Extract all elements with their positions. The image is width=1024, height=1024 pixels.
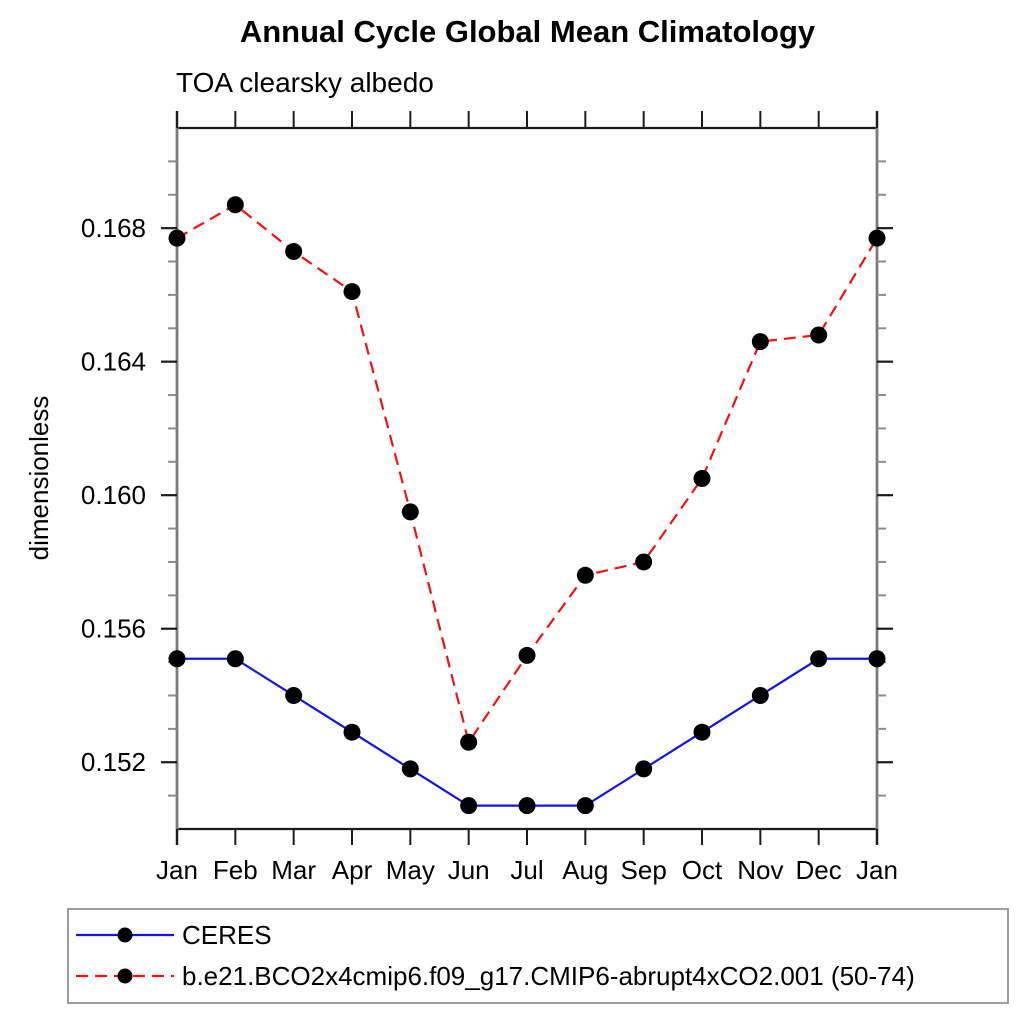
data-point-marker	[751, 333, 769, 351]
chart-title: Annual Cycle Global Mean Climatology	[239, 14, 816, 49]
data-point-marker	[168, 229, 186, 247]
x-tick-label: Sep	[621, 855, 667, 885]
data-point-marker	[868, 229, 886, 247]
data-point-marker	[693, 723, 711, 741]
data-point-marker	[168, 650, 186, 668]
data-point-marker	[868, 650, 886, 668]
data-point-marker	[285, 686, 303, 704]
x-tick-label: Oct	[682, 855, 723, 885]
x-tick-label: Aug	[562, 855, 608, 885]
legend-line-sample-solid-icon	[76, 927, 174, 943]
y-tick-label: 0.164	[81, 347, 146, 377]
x-tick-label: Nov	[737, 855, 783, 885]
chart-subtitle: TOA clearsky albedo	[176, 67, 434, 98]
data-point-marker	[460, 797, 478, 815]
data-point-marker	[635, 553, 653, 571]
legend-label-ceres: CERES	[182, 919, 272, 950]
series-line-ceres	[177, 657, 877, 807]
legend-label-model: b.e21.BCO2x4cmip6.f09_g17.CMIP6-abrupt4x…	[182, 960, 915, 991]
data-point-marker	[810, 326, 828, 344]
y-tick-label: 0.156	[81, 614, 146, 644]
x-tick-label: Jan	[856, 855, 898, 885]
x-tick-label: Jan	[156, 855, 198, 885]
data-point-marker	[226, 196, 244, 214]
data-point-marker	[401, 503, 419, 521]
y-tick-label: 0.152	[81, 747, 146, 777]
data-point-marker	[576, 566, 594, 584]
legend: CERES b.e21.BCO2x4cmip6.f09_g17.CMIP6-ab…	[67, 908, 1009, 1004]
x-tick-label: Jun	[448, 855, 490, 885]
x-tick-label: May	[386, 855, 435, 885]
x-tick-label: Mar	[271, 855, 316, 885]
legend-marker-dot-icon	[117, 927, 133, 943]
data-point-marker	[810, 650, 828, 668]
data-point-marker	[693, 470, 711, 487]
x-tick-label: Jul	[510, 855, 543, 885]
data-point-marker	[401, 760, 419, 778]
data-point-marker	[751, 686, 769, 704]
x-tick-label: Apr	[332, 855, 373, 885]
data-point-marker	[226, 650, 244, 668]
legend-line-sample-dashed-icon	[76, 968, 174, 984]
data-point-marker	[518, 646, 536, 664]
y-axis-title: dimensionless	[24, 396, 54, 561]
data-point-marker	[343, 723, 361, 741]
data-point-marker	[285, 243, 303, 261]
legend-marker-dot-icon	[117, 968, 133, 984]
data-point-marker	[635, 760, 653, 778]
y-tick-label: 0.168	[81, 213, 146, 243]
data-point-marker	[576, 797, 594, 815]
data-point-marker	[518, 797, 536, 815]
y-tick-label: 0.160	[81, 480, 146, 510]
legend-item-model: b.e21.BCO2x4cmip6.f09_g17.CMIP6-abrupt4x…	[72, 959, 915, 993]
data-point-marker	[343, 283, 361, 301]
x-tick-label: Feb	[213, 855, 258, 885]
x-tick-label: Dec	[796, 855, 842, 885]
data-point-marker	[460, 733, 478, 751]
legend-item-ceres: CERES	[72, 918, 272, 952]
